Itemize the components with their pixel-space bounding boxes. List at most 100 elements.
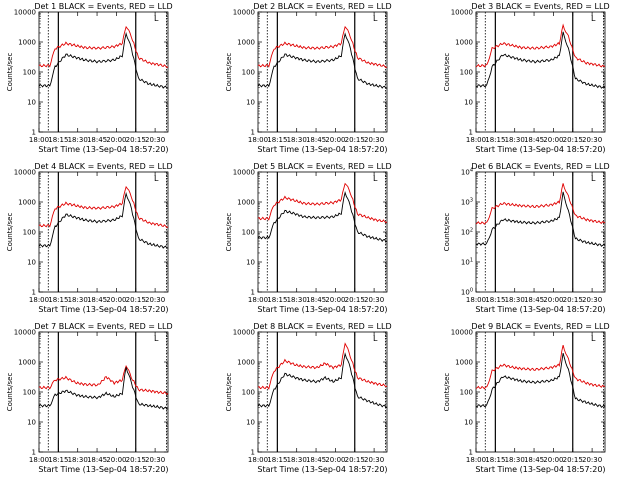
y-tick-label: 10000: [233, 329, 255, 337]
x-tick-label: 20:15: [563, 296, 583, 304]
x-axis-label: Start Time (13-Sep-04 18:57:20): [257, 145, 387, 154]
x-tick-label: 18:00: [29, 456, 49, 464]
x-tick-label: 18:15: [48, 456, 68, 464]
x-tick-label: 18:45: [87, 456, 107, 464]
corner-mark: L: [373, 174, 378, 183]
y-tick-label: 1000: [455, 359, 473, 367]
series-events-line: [475, 352, 606, 408]
x-tick-label: 20:00: [106, 296, 126, 304]
series-events-line: [475, 31, 606, 89]
y-tick-label: 1: [32, 449, 36, 457]
x-tick-label: 18:15: [485, 456, 505, 464]
x-tick-label: 20:30: [364, 136, 384, 144]
y-tick-label: 10: [464, 99, 473, 107]
x-tick-label: 18:30: [287, 136, 307, 144]
x-tick-label: 18:00: [466, 296, 486, 304]
y-axis-label: Counts/sec: [225, 373, 233, 412]
y-tick-label: 10: [464, 419, 473, 427]
x-axis-label: Start Time (13-Sep-04 18:57:20): [475, 145, 605, 154]
x-tick-label: 20:30: [145, 136, 165, 144]
y-axis-label: Counts/sec: [6, 53, 14, 92]
x-tick-label: 18:00: [466, 136, 486, 144]
y-tick-label: 10000: [14, 9, 36, 17]
series-lld-line: [257, 25, 388, 69]
x-tick-label: 20:15: [126, 296, 146, 304]
panel-9: 1 10 100 1000 10000 18:00 18:15 18:30 18:45 20:00…: [443, 322, 610, 474]
x-tick-label: 18:15: [485, 296, 505, 304]
x-axis-label: Start Time (13-Sep-04 18:57:20): [257, 305, 387, 314]
x-tick-label: 20:00: [543, 456, 563, 464]
y-tick-label: 10: [27, 419, 36, 427]
series-lld-line: [475, 183, 606, 225]
x-tick-label: 18:15: [485, 136, 505, 144]
x-tick-label: 18:30: [505, 456, 525, 464]
x-tick-label: 20:00: [543, 136, 563, 144]
x-tick-label: 20:00: [325, 456, 345, 464]
x-axis-label: Start Time (13-Sep-04 18:57:20): [475, 305, 605, 314]
x-tick-label: 18:45: [306, 456, 326, 464]
y-tick-label: 1: [251, 449, 255, 457]
x-tick-label: 18:30: [505, 296, 525, 304]
corner-mark: L: [373, 334, 378, 343]
corner-mark: L: [154, 14, 159, 23]
y-tick-label: 10: [27, 99, 36, 107]
panel-7: 1 10 100 1000 10000 18:00 18:15 18:30 18:45 20:00…: [6, 322, 173, 474]
x-tick-label: 18:45: [524, 456, 544, 464]
y-tick-label: 10000: [233, 9, 255, 17]
y-tick-label: 100: [242, 69, 255, 77]
y-axis-label: Counts/sec: [443, 373, 451, 412]
y-tick-label: 100: [23, 389, 36, 397]
x-tick-label: 18:00: [248, 296, 268, 304]
x-axis-label: Start Time (13-Sep-04 18:57:20): [38, 305, 168, 314]
y-tick-label: 100: [23, 69, 36, 77]
x-tick-label: 18:15: [48, 136, 68, 144]
x-axis-label: Start Time (13-Sep-04 18:57:20): [257, 465, 387, 474]
y-tick-label: 1000: [18, 39, 36, 47]
x-tick-label: 20:15: [563, 136, 583, 144]
y-tick-label: 1000: [237, 359, 255, 367]
x-tick-label: 18:15: [267, 296, 287, 304]
x-tick-label: 18:00: [29, 296, 49, 304]
y-tick-label: 10000: [14, 329, 36, 337]
panel-title: Det 4 BLACK = Events, RED = LLD: [34, 162, 172, 171]
x-tick-label: 20:30: [582, 136, 602, 144]
x-tick-label: 20:15: [345, 296, 365, 304]
y-tick-label: 10: [246, 99, 255, 107]
x-tick-label: 18:45: [87, 136, 107, 144]
x-tick-label: 20:30: [145, 296, 165, 304]
series-lld-line: [38, 185, 169, 229]
y-tick-label: 10: [27, 259, 36, 267]
x-tick-label: 20:30: [364, 456, 384, 464]
x-tick-label: 18:00: [248, 456, 268, 464]
x-tick-label: 18:45: [306, 136, 326, 144]
corner-mark: L: [591, 14, 596, 23]
series-lld-line: [475, 344, 606, 390]
y-tick-label: 10000: [14, 169, 36, 177]
x-tick-label: 18:45: [524, 136, 544, 144]
x-tick-label: 18:00: [248, 136, 268, 144]
panel-6: 100 101 102 103 104 18:00 18:15 18:30 18:45 20:00…: [443, 162, 610, 314]
x-tick-label: 20:15: [563, 456, 583, 464]
y-tick-label: 1000: [237, 199, 255, 207]
x-tick-label: 18:45: [306, 296, 326, 304]
corner-mark: L: [591, 334, 596, 343]
series-events-line: [475, 191, 606, 247]
y-tick-label: 100: [460, 389, 473, 397]
y-tick-label: 1000: [18, 359, 36, 367]
y-tick-label: 101: [461, 258, 473, 267]
panel-title: Det 7 BLACK = Events, RED = LLD: [34, 322, 172, 331]
x-tick-label: 20:30: [582, 456, 602, 464]
series-events-line: [257, 32, 388, 90]
panel-8: 1 10 100 1000 10000 18:00 18:15 18:30 18:45 20:00…: [225, 322, 392, 474]
y-tick-label: 10: [246, 419, 255, 427]
corner-mark: L: [154, 334, 159, 343]
y-axis-label: Counts/sec: [225, 53, 233, 92]
x-tick-label: 18:45: [524, 296, 544, 304]
y-tick-label: 102: [461, 228, 473, 237]
panel-1: 1 10 100 1000 10000 18:00 18:15 18:30 18:45 20:00…: [6, 2, 173, 154]
corner-mark: L: [373, 14, 378, 23]
panel-title: Det 5 BLACK = Events, RED = LLD: [253, 162, 391, 171]
x-tick-label: 18:30: [505, 136, 525, 144]
x-axis-label: Start Time (13-Sep-04 18:57:20): [475, 465, 605, 474]
y-tick-label: 100: [23, 229, 36, 237]
